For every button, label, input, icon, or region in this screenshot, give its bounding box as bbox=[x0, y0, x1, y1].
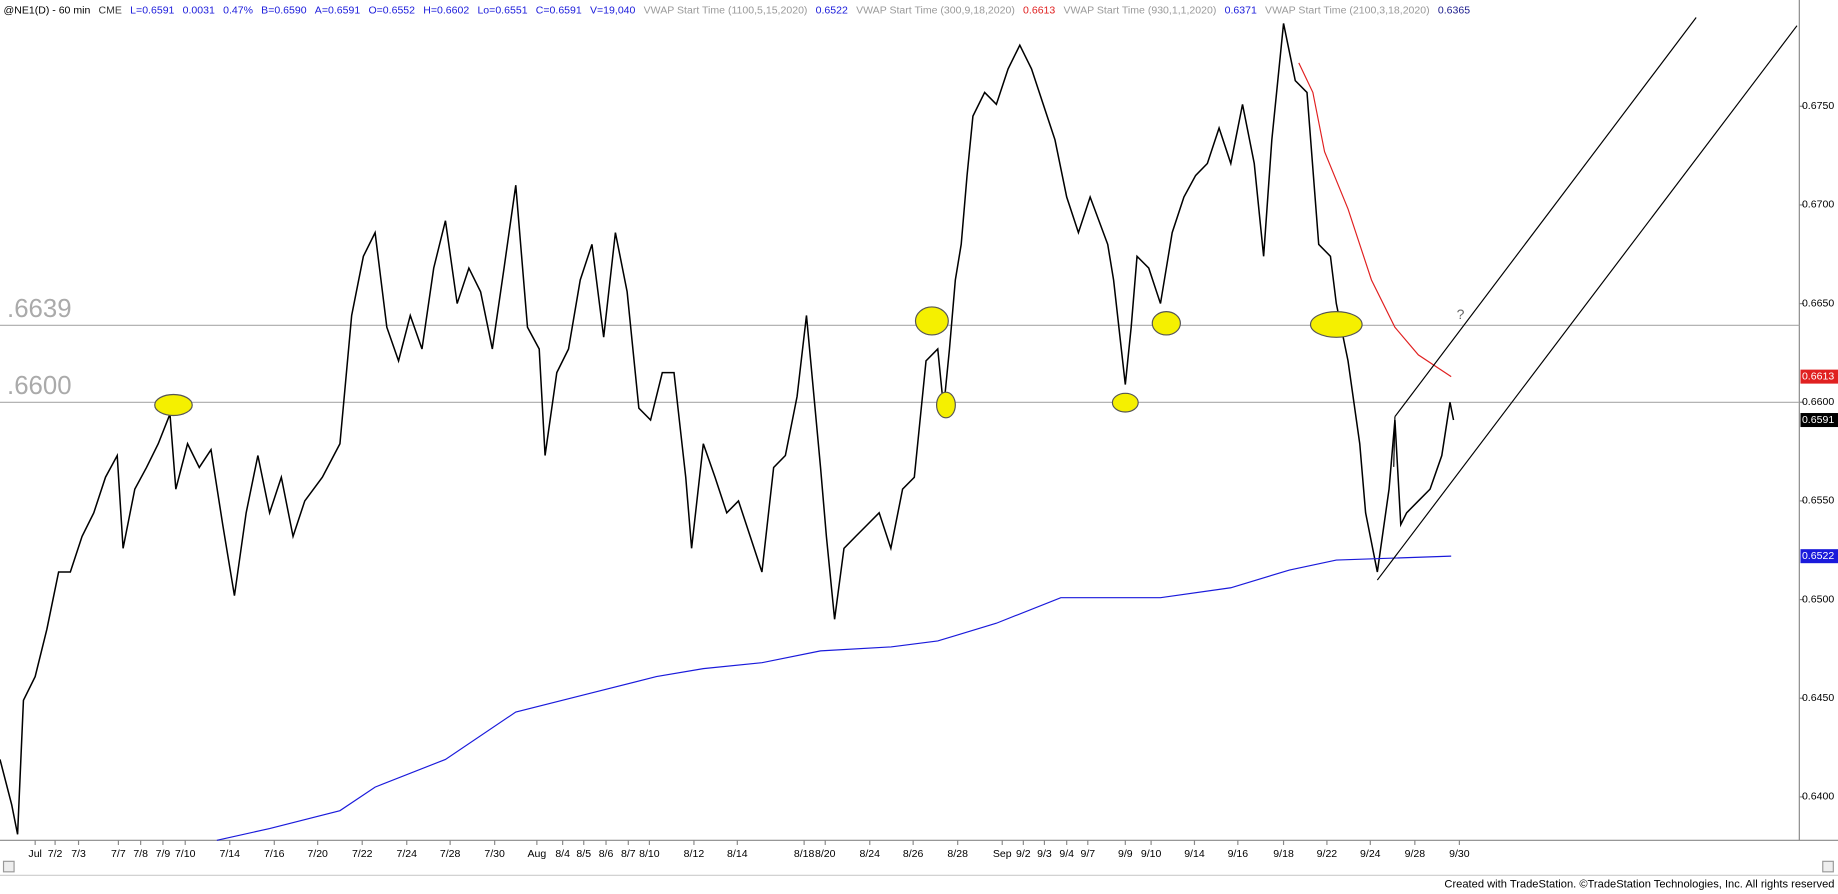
header-item: 0.47% bbox=[223, 4, 253, 16]
last-value-box bbox=[1800, 413, 1838, 428]
x-tick-label: Sep bbox=[993, 848, 1012, 860]
last-value-label: 0.6591 bbox=[1802, 414, 1834, 426]
highlight-ellipse bbox=[1151, 311, 1181, 336]
highlight-ellipse bbox=[1111, 392, 1139, 413]
x-tick-label: 9/22 bbox=[1317, 848, 1338, 860]
series-line bbox=[216, 555, 1452, 841]
x-tick-label: 7/16 bbox=[264, 848, 285, 860]
scroll-left[interactable] bbox=[2, 860, 15, 873]
header-item: A=0.6591 bbox=[315, 4, 361, 16]
x-tick-label: 9/2 bbox=[1016, 848, 1031, 860]
annotation: ? bbox=[1457, 306, 1465, 322]
header-item: C=0.6591 bbox=[536, 4, 582, 16]
series-line bbox=[0, 23, 1455, 835]
x-tick-label: 8/28 bbox=[947, 848, 968, 860]
x-tick-label: 8/14 bbox=[727, 848, 748, 860]
x-tick-label: 9/9 bbox=[1118, 848, 1133, 860]
header-item: VWAP Start Time (930,1,1,2020) bbox=[1064, 4, 1217, 16]
y-tick-label: 0.6550 bbox=[1802, 495, 1834, 507]
header-item: 0.6365 bbox=[1438, 4, 1470, 16]
reference-label: .6600 bbox=[7, 372, 72, 400]
x-tick-label: 8/5 bbox=[576, 848, 591, 860]
highlight-ellipse bbox=[154, 393, 193, 417]
x-tick-label: 7/28 bbox=[440, 848, 461, 860]
x-tick-label: 9/28 bbox=[1405, 848, 1426, 860]
x-tick-label: 7/8 bbox=[133, 848, 148, 860]
x-tick-label: 7/9 bbox=[156, 848, 171, 860]
x-tick-label: Aug bbox=[527, 848, 546, 860]
header-item: VWAP Start Time (300,9,18,2020) bbox=[856, 4, 1015, 16]
x-tick-label: 7/7 bbox=[111, 848, 126, 860]
last-value-label: 0.6613 bbox=[1802, 370, 1834, 382]
x-tick-label: 9/24 bbox=[1360, 848, 1381, 860]
x-tick-label: 9/7 bbox=[1080, 848, 1095, 860]
x-tick-label: 9/3 bbox=[1037, 848, 1052, 860]
header-item: 0.6371 bbox=[1225, 4, 1257, 16]
series-line bbox=[1298, 62, 1452, 378]
last-value-box bbox=[1800, 369, 1838, 384]
y-tick-label: 0.6750 bbox=[1802, 100, 1834, 112]
x-tick-label: 8/6 bbox=[599, 848, 614, 860]
x-tick-label: 8/26 bbox=[903, 848, 924, 860]
x-tick-label: 7/20 bbox=[307, 848, 328, 860]
header-item: 0.6613 bbox=[1023, 4, 1055, 16]
x-tick-label: 8/18 bbox=[794, 848, 815, 860]
y-tick-label: 0.6400 bbox=[1802, 791, 1834, 803]
x-tick-label: 8/12 bbox=[684, 848, 705, 860]
header-item: Lo=0.6551 bbox=[477, 4, 527, 16]
x-tick-label: 8/4 bbox=[555, 848, 570, 860]
x-tick-label: Jul bbox=[28, 848, 41, 860]
header-item: VWAP Start Time (1100,5,15,2020) bbox=[644, 4, 808, 16]
header-item: B=0.6590 bbox=[261, 4, 307, 16]
header-item: 0.6522 bbox=[816, 4, 848, 16]
x-tick-label: 7/30 bbox=[484, 848, 505, 860]
y-tick-label: 0.6700 bbox=[1802, 199, 1834, 211]
x-tick-label: 7/22 bbox=[352, 848, 373, 860]
last-value-label: 0.6522 bbox=[1802, 550, 1834, 562]
x-tick-label: 7/24 bbox=[396, 848, 417, 860]
x-tick-label: 7/3 bbox=[71, 848, 86, 860]
x-tick-label: 8/7 bbox=[621, 848, 636, 860]
last-value-box bbox=[1800, 549, 1838, 564]
x-tick-label: 9/14 bbox=[1184, 848, 1205, 860]
scroll-right[interactable] bbox=[1822, 860, 1834, 873]
y-tick-label: 0.6600 bbox=[1802, 396, 1834, 408]
header-item: 0.0031 bbox=[183, 4, 215, 16]
x-tick-label: 7/14 bbox=[219, 848, 240, 860]
x-tick-label: 8/10 bbox=[639, 848, 660, 860]
x-tick-label: 8/20 bbox=[815, 848, 836, 860]
x-tick-label: 7/10 bbox=[175, 848, 196, 860]
x-tick-label: 8/24 bbox=[860, 848, 881, 860]
x-tick-label: 9/10 bbox=[1141, 848, 1162, 860]
reference-label: .6639 bbox=[7, 295, 72, 323]
x-tick-label: 9/4 bbox=[1059, 848, 1074, 860]
header-item: @NE1(D) - 60 min bbox=[4, 4, 91, 16]
header-item: CME bbox=[99, 4, 122, 16]
x-tick-label: 9/30 bbox=[1449, 848, 1470, 860]
header-item: L=0.6591 bbox=[130, 4, 174, 16]
channel-line bbox=[1393, 416, 1396, 467]
x-tick-label: 9/18 bbox=[1273, 848, 1294, 860]
highlight-ellipse bbox=[914, 306, 949, 336]
highlight-ellipse bbox=[1309, 311, 1363, 338]
y-tick-label: 0.6500 bbox=[1802, 593, 1834, 605]
header-item: V=19,040 bbox=[590, 4, 636, 16]
footer: Created with TradeStation. ©TradeStation… bbox=[1444, 879, 1834, 891]
highlight-ellipse bbox=[935, 391, 956, 419]
y-tick-label: 0.6450 bbox=[1802, 692, 1834, 704]
x-tick-label: 7/2 bbox=[48, 848, 63, 860]
header-item: VWAP Start Time (2100,3,18,2020) bbox=[1265, 4, 1430, 16]
x-tick-label: 9/16 bbox=[1228, 848, 1249, 860]
channel-line bbox=[1394, 17, 1697, 418]
header-item: H=0.6602 bbox=[423, 4, 469, 16]
header: @NE1(D) - 60 min CME L=0.6591 0.0031 0.47% B=… bbox=[4, 4, 1471, 16]
channel-line bbox=[1376, 25, 1798, 581]
header-item: O=0.6552 bbox=[368, 4, 415, 16]
y-tick-label: 0.6650 bbox=[1802, 297, 1834, 309]
